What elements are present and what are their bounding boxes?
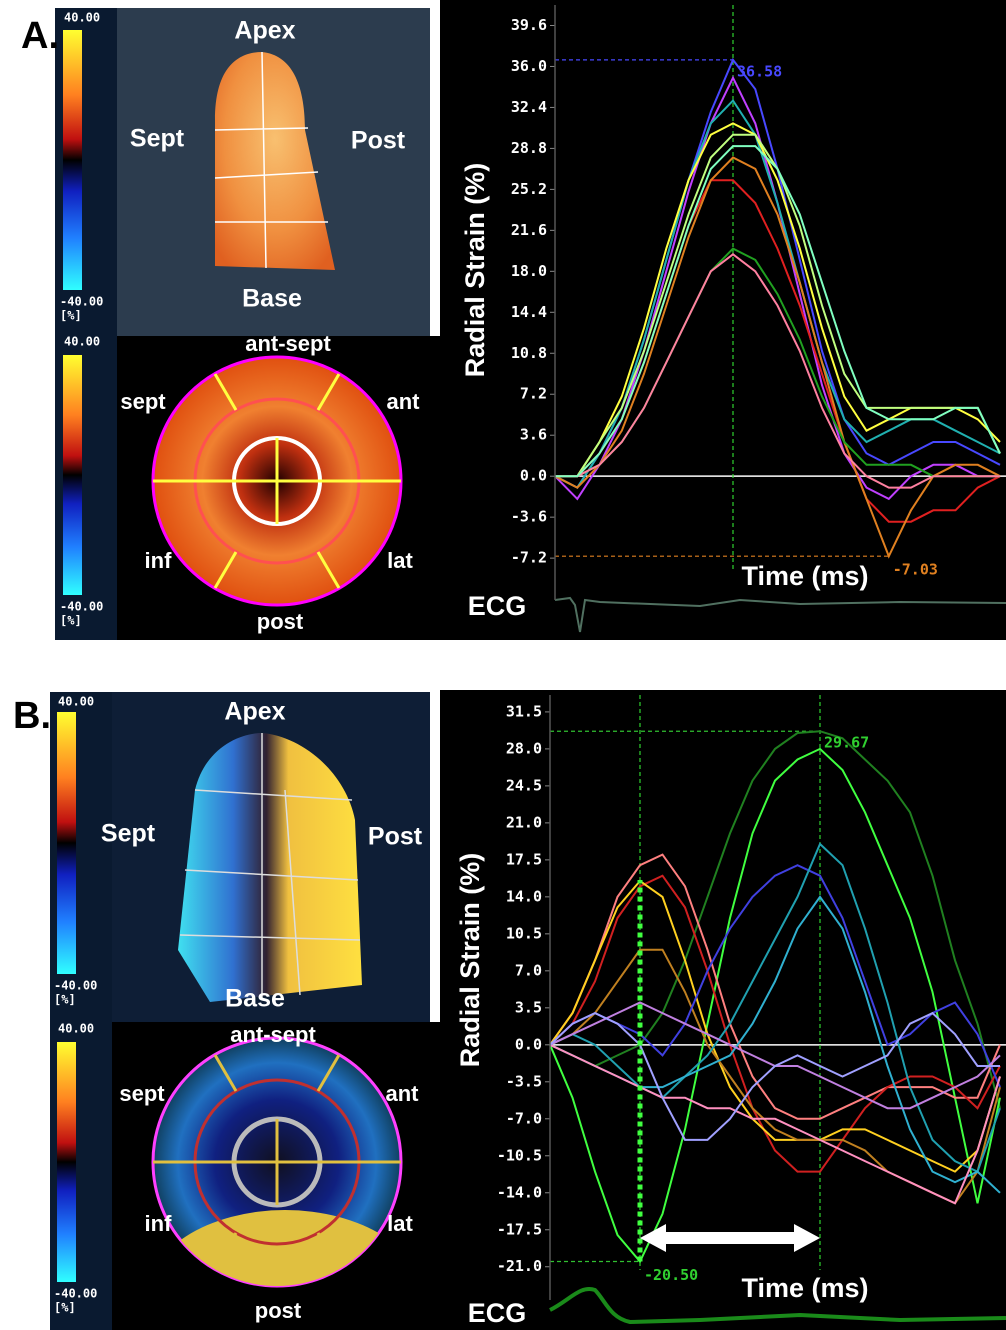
colorbar-max: 40.00: [64, 11, 100, 25]
y-tick-label: -3.5: [506, 1072, 542, 1090]
y-tick-label: 39.6: [511, 16, 547, 34]
peak-label: -7.03: [893, 561, 938, 579]
colorbar-min: -40.00: [60, 600, 103, 614]
panel-label: B.: [13, 695, 51, 737]
colorbar: [63, 355, 82, 595]
y-tick-label: 24.5: [506, 776, 542, 794]
y-tick-label: 18.0: [511, 262, 547, 280]
colorbar-max: 40.00: [64, 335, 100, 349]
y-tick-label: 31.5: [506, 702, 542, 720]
y-tick-label: 7.2: [520, 385, 547, 403]
y-tick-label: 3.6: [520, 426, 547, 444]
view-label: Post: [368, 823, 423, 851]
segment-label: ant: [387, 389, 421, 414]
segment-label: post: [257, 609, 304, 634]
y-tick-label: 21.6: [511, 221, 547, 239]
colorbar-unit: [%]: [60, 614, 82, 628]
view-label: Apex: [234, 17, 295, 45]
peak-label: -20.50: [644, 1266, 698, 1284]
view-label: Base: [225, 985, 285, 1013]
y-tick-label: 10.8: [511, 344, 547, 362]
y-tick-label: 28.0: [506, 739, 542, 757]
y-tick-label: 10.5: [506, 924, 542, 942]
segment-label: inf: [145, 548, 173, 573]
x-axis-label: Time (ms): [741, 561, 868, 591]
segment-label: lat: [387, 548, 413, 573]
y-tick-label: -10.5: [497, 1146, 542, 1164]
y-tick-label: -21.0: [497, 1257, 542, 1275]
y-tick-label: 36.0: [511, 57, 547, 75]
colorbar: [57, 712, 76, 974]
colorbar-max: 40.00: [58, 695, 94, 709]
y-tick-label: 3.5: [515, 998, 542, 1016]
figure: A.40.00-40.00[%]40.00-40.00[%]ApexSeptPo…: [0, 0, 1006, 1330]
y-axis-label: Radial Strain (%): [455, 853, 485, 1068]
y-tick-label: -7.0: [506, 1109, 542, 1127]
colorbar-unit: [%]: [60, 309, 82, 323]
y-tick-label: 21.0: [506, 813, 542, 831]
colorbar-max: 40.00: [58, 1022, 94, 1036]
peak-label: 36.58: [737, 62, 782, 80]
colorbar-min: -40.00: [54, 979, 97, 993]
segment-label: lat: [387, 1211, 413, 1236]
segment-label: post: [255, 1298, 302, 1323]
view-label: Apex: [224, 698, 285, 726]
segment-label: ant-sept: [245, 331, 331, 356]
y-tick-label: -17.5: [497, 1220, 542, 1238]
y-tick-label: 0.0: [520, 467, 547, 485]
y-tick-label: -14.0: [497, 1183, 542, 1201]
panel-label: A.: [21, 15, 59, 57]
colorbar-min: -40.00: [60, 295, 103, 309]
y-axis-label: Radial Strain (%): [460, 163, 490, 378]
colorbar: [57, 1042, 76, 1282]
view-label: Sept: [130, 125, 185, 153]
peak-label: 29.67: [824, 734, 869, 752]
ecg-label: ECG: [468, 591, 527, 621]
view-label: Base: [242, 285, 302, 313]
ecg-label: ECG: [468, 1298, 527, 1328]
colorbar-min: -40.00: [54, 1287, 97, 1301]
y-tick-label: 32.4: [511, 98, 547, 116]
y-tick-label: 14.4: [511, 303, 547, 321]
y-tick-label: 17.5: [506, 850, 542, 868]
segment-label: ant: [386, 1081, 420, 1106]
colorbar: [63, 30, 82, 290]
y-tick-label: 0.0: [515, 1035, 542, 1053]
view-label: Sept: [101, 820, 156, 848]
colorbar-unit: [%]: [54, 993, 76, 1007]
y-tick-label: 28.8: [511, 139, 547, 157]
y-tick-label: 25.2: [511, 180, 547, 198]
colorbar-unit: [%]: [54, 1301, 76, 1315]
y-tick-label: 7.0: [515, 961, 542, 979]
segment-label: ant-sept: [230, 1022, 316, 1047]
x-axis-label: Time (ms): [741, 1273, 868, 1303]
view-label: Post: [351, 127, 406, 155]
y-tick-label: 14.0: [506, 887, 542, 905]
segment-label: sept: [120, 389, 166, 414]
segment-label: inf: [145, 1211, 173, 1236]
segment-label: sept: [119, 1081, 165, 1106]
y-tick-label: -3.6: [511, 508, 547, 526]
y-tick-label: -7.2: [511, 549, 547, 567]
